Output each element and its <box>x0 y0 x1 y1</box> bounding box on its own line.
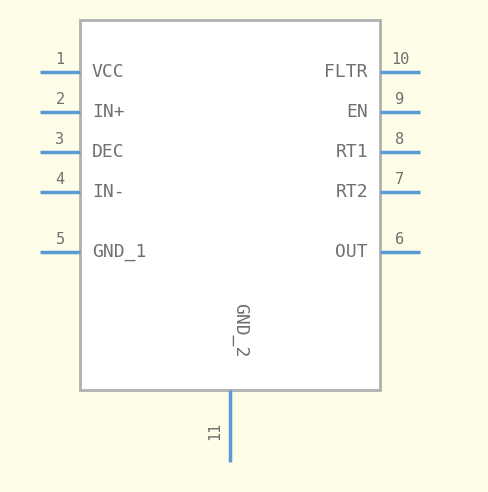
Text: FLTR: FLTR <box>325 63 368 81</box>
Text: 5: 5 <box>56 232 64 247</box>
Text: RT1: RT1 <box>335 143 368 161</box>
Text: 6: 6 <box>395 232 405 247</box>
Bar <box>80 20 380 390</box>
Text: IN-: IN- <box>92 183 124 201</box>
Text: 2: 2 <box>56 92 64 107</box>
Text: RT2: RT2 <box>335 183 368 201</box>
Text: IN+: IN+ <box>92 103 124 121</box>
Text: 8: 8 <box>395 132 405 147</box>
Text: 3: 3 <box>56 132 64 147</box>
Text: VCC: VCC <box>92 63 124 81</box>
Text: 4: 4 <box>56 172 64 187</box>
Text: OUT: OUT <box>335 243 368 261</box>
Text: DEC: DEC <box>92 143 124 161</box>
Text: GND_1: GND_1 <box>92 243 146 261</box>
Text: 9: 9 <box>395 92 405 107</box>
Text: 10: 10 <box>391 52 409 67</box>
Text: 7: 7 <box>395 172 405 187</box>
Text: 1: 1 <box>56 52 64 67</box>
Text: EN: EN <box>346 103 368 121</box>
Text: GND_2: GND_2 <box>231 303 249 357</box>
Text: 11: 11 <box>207 422 222 440</box>
